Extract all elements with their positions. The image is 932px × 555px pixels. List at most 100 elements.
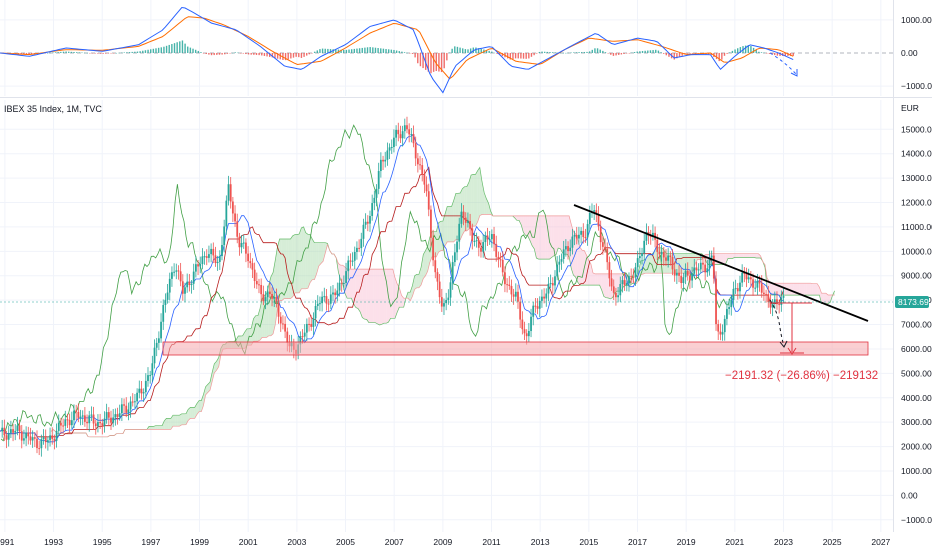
candle-body[interactable] [537,306,539,308]
candle-body[interactable] [487,235,489,239]
candle-body[interactable] [400,134,402,138]
candle-body[interactable] [136,393,138,402]
candle-body[interactable] [632,277,634,278]
candle-body[interactable] [286,332,288,343]
candle-body[interactable] [454,252,456,262]
candle-body[interactable] [330,294,332,303]
candle-body[interactable] [27,433,29,437]
candle-body[interactable] [489,239,491,240]
candle-body[interactable] [750,277,752,279]
candle-body[interactable] [130,402,132,410]
candle-body[interactable] [56,431,58,441]
candle-body[interactable] [282,323,284,324]
candle-body[interactable] [656,240,658,252]
candle-body[interactable] [741,273,743,283]
candle-body[interactable] [611,278,613,286]
candle-body[interactable] [208,254,210,258]
candle-body[interactable] [147,375,149,381]
candle-body[interactable] [408,129,410,134]
candle-body[interactable] [97,422,99,426]
candle-body[interactable] [88,415,90,423]
candle-body[interactable] [138,389,140,393]
candle-body[interactable] [554,276,556,285]
candle-body[interactable] [69,420,71,425]
candle-body[interactable] [367,222,369,224]
candle-body[interactable] [724,319,726,332]
candle-body[interactable] [34,437,36,439]
candle-body[interactable] [356,248,358,252]
candle-body[interactable] [406,125,408,129]
candle-body[interactable] [108,412,110,418]
candle-body[interactable] [756,281,758,288]
candle-body[interactable] [517,292,519,302]
candle-body[interactable] [162,305,164,322]
candle-body[interactable] [691,274,693,281]
candle-body[interactable] [210,249,212,254]
candle-body[interactable] [254,270,256,281]
candle-body[interactable] [80,417,82,418]
candle-body[interactable] [482,242,484,252]
candle-body[interactable] [86,422,88,423]
candle-body[interactable] [228,184,230,200]
candle-body[interactable] [47,440,49,442]
candle-body[interactable] [360,239,362,248]
candle-body[interactable] [223,226,225,245]
candle-body[interactable] [347,261,349,272]
candle-body[interactable] [545,294,547,299]
candle-body[interactable] [574,235,576,237]
candle-body[interactable] [12,429,14,433]
candle-body[interactable] [643,241,645,253]
candle-body[interactable] [169,279,171,293]
candle-body[interactable] [421,165,423,174]
candle-body[interactable] [437,272,439,281]
candle-body[interactable] [386,151,388,160]
candle-body[interactable] [624,280,626,285]
candle-body[interactable] [465,218,467,223]
candle-body[interactable] [241,243,243,247]
candle-body[interactable] [45,437,47,442]
candle-body[interactable] [506,284,508,285]
candle-body[interactable] [561,259,563,262]
candle-body[interactable] [619,284,621,295]
candle-body[interactable] [104,419,106,426]
candle-body[interactable] [265,297,267,301]
candle-body[interactable] [761,283,763,292]
candle-body[interactable] [585,237,587,238]
candle-body[interactable] [578,235,580,239]
candle-body[interactable] [613,286,615,292]
candle-body[interactable] [600,226,602,242]
candle-body[interactable] [511,286,513,294]
candle-body[interactable] [608,262,610,278]
candle-body[interactable] [722,332,724,334]
candle-body[interactable] [106,412,108,419]
candle-body[interactable] [469,221,471,229]
candle-body[interactable] [345,271,347,283]
candle-body[interactable] [258,284,260,285]
candle-body[interactable] [491,234,493,239]
candle-body[interactable] [759,281,761,284]
candle-body[interactable] [397,130,399,134]
candle-body[interactable] [587,224,589,237]
candle-body[interactable] [480,248,482,252]
candle-body[interactable] [99,422,101,423]
candle-body[interactable] [417,158,419,164]
candle-body[interactable] [197,264,199,266]
candle-body[interactable] [269,292,271,294]
candle-body[interactable] [456,242,458,253]
candle-body[interactable] [319,303,321,304]
candle-body[interactable] [132,402,134,403]
candle-body[interactable] [685,271,687,278]
candle-body[interactable] [239,237,241,247]
candle-body[interactable] [678,273,680,276]
candle-body[interactable] [376,189,378,198]
candle-body[interactable] [711,256,713,258]
candle-body[interactable] [358,248,360,249]
candle-body[interactable] [71,420,73,425]
candle-body[interactable] [674,269,676,275]
candle-body[interactable] [548,284,550,294]
candle-body[interactable] [280,317,282,324]
candle-body[interactable] [543,297,545,299]
candle-body[interactable] [112,418,114,423]
candle-body[interactable] [225,201,227,227]
candle-body[interactable] [780,298,782,305]
